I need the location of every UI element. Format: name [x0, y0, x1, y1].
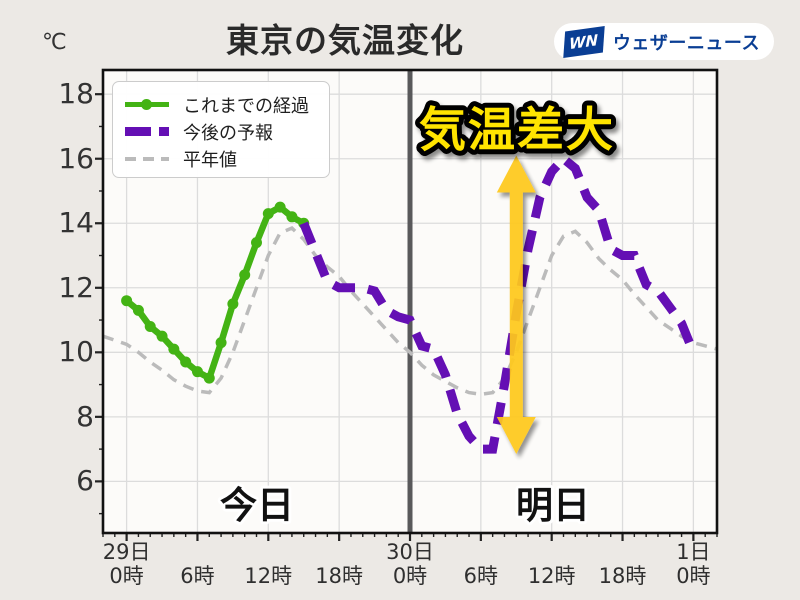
- y-tick-label: 8: [76, 399, 94, 433]
- y-tick-label: 10: [58, 335, 94, 369]
- chart-legend: これまでの経過 今後の予報 平年値: [112, 81, 330, 178]
- x-tick-label: 6時: [180, 564, 215, 588]
- observed-point-marker: [239, 269, 251, 281]
- observed-point-marker: [203, 372, 215, 384]
- x-tick-label: 6時: [463, 564, 499, 588]
- series-normal: [102, 226, 718, 397]
- forecast-line-swatch-icon: [125, 127, 169, 136]
- x-tick-label: 30日 0時: [386, 540, 434, 588]
- observed-point-marker: [262, 208, 274, 220]
- observed-point-marker: [274, 201, 286, 213]
- x-tick-label: 29日 0時: [102, 540, 151, 588]
- legend-label-observed: これまでの経過: [183, 95, 309, 117]
- series-forecast: [299, 152, 698, 454]
- legend-item-observed: これまでの経過: [125, 91, 329, 118]
- legend-item-forecast: 今後の予報: [125, 118, 329, 145]
- x-tick-label: 12時: [527, 564, 576, 588]
- observed-point-marker: [121, 295, 133, 307]
- y-tick-label: 16: [58, 141, 94, 175]
- wn-logo-mark-icon: WN: [563, 25, 605, 58]
- observed-point-marker: [286, 211, 298, 223]
- observed-point-marker: [191, 366, 203, 378]
- page-title: 東京の気温変化: [226, 21, 464, 60]
- series-observed: [124, 203, 306, 383]
- observed-point-marker: [168, 343, 180, 355]
- tomorrow-label: 明日: [516, 484, 590, 527]
- y-axis-unit-label: ℃: [42, 30, 67, 55]
- legend-item-normal: 平年値: [125, 145, 329, 172]
- observed-point-marker: [132, 304, 144, 316]
- wn-logo-letters: WN: [569, 30, 599, 53]
- normal-line-swatch-icon: [125, 156, 169, 161]
- today-label: 今日: [220, 484, 294, 527]
- x-tick-label: 18時: [315, 564, 363, 588]
- x-tick-label: 12時: [244, 564, 293, 588]
- legend-label-forecast: 今後の予報: [183, 122, 273, 144]
- annotation-text: 気温差大: [419, 103, 615, 158]
- y-tick-label: 12: [58, 270, 94, 304]
- y-tick-label: 18: [58, 77, 94, 111]
- observed-point-marker: [215, 337, 227, 349]
- observed-point-marker: [156, 330, 168, 342]
- legend-label-normal: 平年値: [183, 149, 237, 171]
- observed-point-marker: [144, 321, 156, 333]
- y-tick-label: 14: [58, 206, 94, 240]
- temperature-range-arrow: [496, 155, 536, 454]
- plot-frame: [101, 68, 719, 535]
- observed-point-marker: [251, 237, 262, 249]
- observed-point-marker: [180, 356, 192, 368]
- y-tick-label: 6: [76, 464, 94, 498]
- x-tick-label: 1日 0時: [676, 540, 711, 588]
- weathernews-logo-text: ウェザーニュース: [612, 32, 760, 54]
- observed-line-swatch-icon: [125, 99, 169, 110]
- weathernews-logo: WN ウェザーニュース: [553, 23, 774, 60]
- observed-point-marker: [227, 298, 239, 310]
- x-tick-label: 18時: [598, 564, 647, 588]
